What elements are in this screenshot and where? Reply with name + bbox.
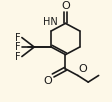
Text: O: O bbox=[61, 1, 70, 11]
Text: O: O bbox=[79, 64, 87, 74]
Text: F: F bbox=[15, 33, 21, 43]
Text: F: F bbox=[15, 52, 21, 62]
Text: O: O bbox=[43, 76, 52, 86]
Text: F: F bbox=[15, 42, 21, 52]
Text: HN: HN bbox=[43, 17, 58, 27]
